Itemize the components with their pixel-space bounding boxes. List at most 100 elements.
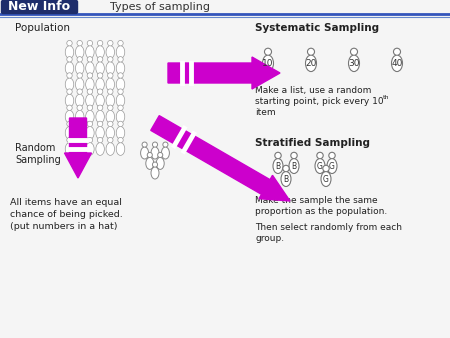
Ellipse shape <box>106 143 115 155</box>
Text: group.: group. <box>255 234 284 243</box>
Circle shape <box>118 41 123 46</box>
Text: Systematic Sampling: Systematic Sampling <box>255 23 379 33</box>
Circle shape <box>97 137 103 143</box>
Bar <box>79 77 81 81</box>
Bar <box>99 77 101 81</box>
Ellipse shape <box>65 46 74 58</box>
Circle shape <box>329 152 335 159</box>
Ellipse shape <box>156 158 164 169</box>
Ellipse shape <box>151 167 159 179</box>
Bar <box>68 61 71 65</box>
Circle shape <box>275 152 281 159</box>
Circle shape <box>163 142 168 147</box>
Ellipse shape <box>65 78 74 91</box>
Bar <box>89 109 91 113</box>
Bar <box>120 93 122 97</box>
Bar <box>120 109 122 113</box>
Text: Then select randomly from each: Then select randomly from each <box>255 223 402 232</box>
Bar <box>396 54 398 58</box>
Ellipse shape <box>116 78 125 91</box>
Circle shape <box>67 73 72 78</box>
Circle shape <box>108 137 113 143</box>
Bar <box>89 45 91 48</box>
Text: Make a list, use a random: Make a list, use a random <box>255 86 371 95</box>
Circle shape <box>67 137 72 143</box>
Circle shape <box>67 41 72 46</box>
Bar <box>159 156 161 160</box>
Bar <box>109 125 111 129</box>
Circle shape <box>108 56 113 62</box>
Bar <box>277 157 279 162</box>
Circle shape <box>118 56 123 62</box>
Ellipse shape <box>327 159 337 173</box>
Text: G: G <box>317 162 323 171</box>
Circle shape <box>108 89 113 94</box>
Text: 20: 20 <box>305 59 317 68</box>
Ellipse shape <box>65 110 74 123</box>
Ellipse shape <box>281 171 291 187</box>
Circle shape <box>108 105 113 111</box>
Ellipse shape <box>392 55 402 72</box>
Circle shape <box>67 121 72 127</box>
Ellipse shape <box>273 159 283 173</box>
Ellipse shape <box>86 78 94 91</box>
Ellipse shape <box>96 62 104 75</box>
Text: item: item <box>255 108 275 117</box>
Bar <box>109 77 111 81</box>
Ellipse shape <box>65 126 74 139</box>
Bar <box>89 142 91 145</box>
Bar <box>99 61 101 65</box>
Circle shape <box>265 48 271 55</box>
Bar <box>109 109 111 113</box>
Ellipse shape <box>106 126 115 139</box>
Bar <box>99 93 101 97</box>
Text: starting point, pick every 10: starting point, pick every 10 <box>255 97 383 106</box>
Circle shape <box>108 121 113 127</box>
Circle shape <box>77 105 82 111</box>
Bar <box>331 157 333 162</box>
Circle shape <box>307 48 315 55</box>
Text: Types of sampling: Types of sampling <box>110 2 210 12</box>
Ellipse shape <box>96 46 104 58</box>
Bar <box>109 61 111 65</box>
Bar <box>99 109 101 113</box>
Circle shape <box>77 56 82 62</box>
Ellipse shape <box>116 126 125 139</box>
Circle shape <box>283 165 289 172</box>
Bar <box>89 93 91 97</box>
Ellipse shape <box>86 46 94 58</box>
Text: 10: 10 <box>262 59 274 68</box>
Text: proportion as the population.: proportion as the population. <box>255 207 387 216</box>
Circle shape <box>77 121 82 127</box>
Ellipse shape <box>106 62 115 75</box>
Text: Stratified Sampling: Stratified Sampling <box>255 138 370 148</box>
Bar <box>310 54 312 58</box>
Ellipse shape <box>86 110 94 123</box>
Bar <box>154 166 156 170</box>
Circle shape <box>393 48 400 55</box>
Ellipse shape <box>146 158 154 169</box>
Bar <box>79 125 81 129</box>
Text: G: G <box>329 162 335 171</box>
Bar <box>293 157 295 162</box>
Circle shape <box>317 152 323 159</box>
Bar <box>353 54 355 58</box>
Circle shape <box>97 41 103 46</box>
Ellipse shape <box>140 147 148 159</box>
Bar <box>79 93 81 97</box>
Circle shape <box>87 137 93 143</box>
Ellipse shape <box>96 143 104 155</box>
Circle shape <box>108 41 113 46</box>
Circle shape <box>97 121 103 127</box>
Ellipse shape <box>262 55 274 72</box>
Bar <box>99 125 101 129</box>
Text: B: B <box>275 162 280 171</box>
Ellipse shape <box>76 110 84 123</box>
Ellipse shape <box>116 94 125 107</box>
Bar <box>79 45 81 48</box>
Ellipse shape <box>348 55 360 72</box>
Ellipse shape <box>306 55 316 72</box>
Bar <box>68 125 71 129</box>
Bar <box>68 93 71 97</box>
Text: All items have an equal
chance of being picked.
(put numbers in a hat): All items have an equal chance of being … <box>10 198 123 231</box>
